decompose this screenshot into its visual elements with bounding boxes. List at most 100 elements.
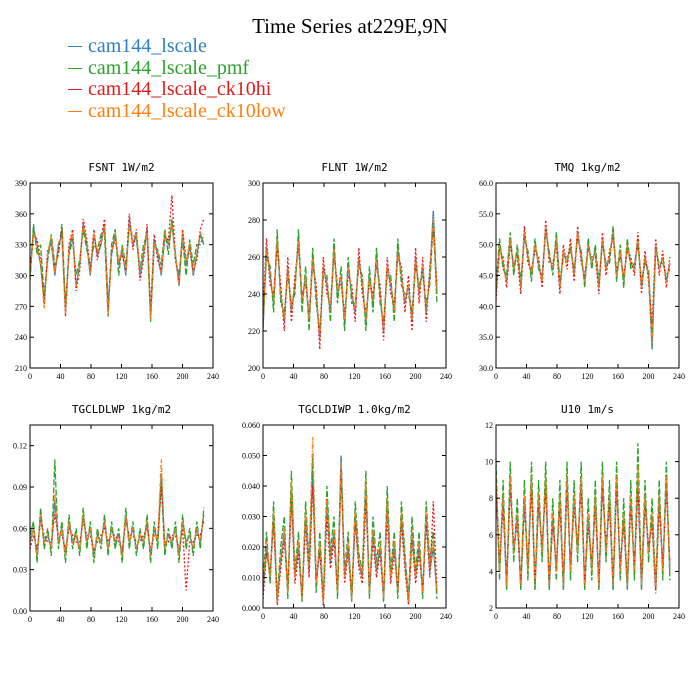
x-tick-label: 160: [612, 612, 624, 621]
x-tick-label: 240: [440, 372, 452, 381]
legend: cam144_lscale cam144_lscale_pmf cam144_l…: [68, 36, 286, 122]
x-tick-label: 80: [553, 612, 561, 621]
x-tick-label: 40: [523, 372, 531, 381]
legend-item: cam144_lscale_ck10low: [68, 99, 286, 123]
panel-title: FSNT 1W/m2: [88, 161, 154, 174]
x-tick-label: 80: [87, 615, 95, 624]
x-tick-label: 200: [643, 612, 655, 621]
series-line: [496, 226, 671, 350]
x-tick-label: 200: [410, 372, 422, 381]
y-tick-label: 260: [248, 253, 260, 262]
y-tick-label: 0.06: [13, 524, 27, 533]
x-tick-label: 80: [87, 372, 95, 381]
y-tick-label: 60.0: [479, 179, 493, 188]
y-tick-label: 0.030: [242, 513, 260, 522]
y-tick-label: 280: [248, 216, 260, 225]
y-tick-label: 0.000: [242, 604, 260, 613]
x-tick-label: 240: [207, 615, 219, 624]
y-tick-label: 0.03: [13, 566, 27, 575]
x-tick-label: 120: [582, 372, 594, 381]
x-tick-label: 0: [494, 372, 498, 381]
y-tick-label: 0.020: [242, 543, 260, 552]
y-tick-label: 390: [15, 179, 27, 188]
x-tick-label: 200: [177, 615, 189, 624]
legend-label: cam144_lscale_ck10low: [88, 99, 286, 122]
series-line: [263, 216, 438, 339]
y-tick-label: 12: [485, 421, 493, 430]
x-tick-label: 160: [379, 612, 391, 621]
x-tick-label: 0: [494, 612, 498, 621]
chart-panel: TMQ 1kg/m2 0 40 80 120 160 200 240 30.0 35.0 40.0 4…: [479, 161, 685, 381]
y-tick-label: 240: [15, 333, 27, 342]
x-tick-label: 160: [379, 372, 391, 381]
y-tick-label: 270: [15, 302, 27, 311]
x-tick-label: 0: [28, 372, 32, 381]
y-tick-label: 210: [15, 364, 27, 373]
x-tick-label: 120: [349, 612, 361, 621]
x-tick-label: 80: [320, 372, 328, 381]
series-line: [30, 195, 205, 317]
x-tick-label: 80: [553, 372, 561, 381]
series-line: [496, 226, 671, 344]
x-tick-label: 0: [28, 615, 32, 624]
y-tick-label: 4: [489, 567, 493, 576]
plot-frame: [29, 182, 214, 369]
legend-label: cam144_lscale_pmf: [88, 56, 250, 79]
chart-panel: FSNT 1W/m2 0 40 80 120 160 200 240 210 240 270 300 3…: [15, 161, 219, 381]
x-tick-label: 40: [290, 372, 298, 381]
chart-panel: FLNT 1W/m2 0 40 80 120 160 200 240 200 220 240 260 2…: [248, 161, 452, 381]
y-tick-label: 10: [485, 458, 493, 467]
x-tick-label: 240: [440, 612, 452, 621]
x-tick-label: 200: [177, 372, 189, 381]
y-tick-label: 0.060: [242, 421, 260, 430]
legend-item: cam144_lscale: [68, 36, 286, 58]
y-tick-label: 360: [15, 210, 27, 219]
series-line: [30, 459, 205, 557]
figure-title: Time Series at229E,9N: [252, 14, 448, 38]
y-tick-label: 240: [248, 290, 260, 299]
x-tick-label: 120: [582, 612, 594, 621]
x-tick-label: 120: [349, 372, 361, 381]
y-tick-label: 220: [248, 327, 260, 336]
panel-title: TGCLDIWP 1.0kg/m2: [298, 403, 411, 416]
x-tick-label: 200: [643, 372, 655, 381]
x-tick-label: 120: [116, 615, 128, 624]
y-tick-label: 0.010: [242, 574, 260, 583]
y-tick-label: 0.040: [242, 482, 260, 491]
y-tick-label: 6: [489, 531, 493, 540]
y-tick-label: 0.00: [13, 607, 27, 616]
x-tick-label: 0: [261, 372, 265, 381]
y-tick-label: 0.050: [242, 452, 260, 461]
x-tick-label: 40: [57, 372, 65, 381]
panel-title: U10 1m/s: [561, 403, 614, 416]
x-tick-label: 160: [146, 372, 158, 381]
y-tick-label: 8: [489, 494, 493, 503]
y-tick-label: 55.0: [479, 210, 493, 219]
panel-title: FLNT 1W/m2: [321, 161, 387, 174]
panel-title: TMQ 1kg/m2: [554, 161, 620, 174]
y-tick-label: 300: [15, 272, 27, 281]
series-line: [496, 465, 671, 587]
x-tick-label: 0: [261, 612, 265, 621]
plot-frame: [262, 182, 447, 369]
x-tick-label: 240: [673, 612, 685, 621]
legend-label: cam144_lscale_ck10hi: [88, 78, 272, 101]
legend-item: cam144_lscale_pmf: [68, 56, 286, 80]
x-tick-label: 40: [523, 612, 531, 621]
y-tick-label: 45.0: [479, 272, 493, 281]
y-tick-label: 330: [15, 241, 27, 250]
y-tick-label: 35.0: [479, 333, 493, 342]
x-tick-label: 40: [290, 612, 298, 621]
x-tick-label: 240: [207, 372, 219, 381]
series-line: [263, 437, 438, 602]
y-tick-label: 0.09: [13, 483, 27, 492]
y-tick-label: 200: [248, 364, 260, 373]
legend-item: cam144_lscale_ck10hi: [68, 79, 286, 101]
x-tick-label: 240: [673, 372, 685, 381]
legend-label: cam144_lscale: [88, 35, 207, 58]
x-tick-label: 40: [57, 615, 65, 624]
x-tick-label: 160: [612, 372, 624, 381]
series-line: [30, 221, 205, 319]
y-tick-label: 300: [248, 179, 260, 188]
